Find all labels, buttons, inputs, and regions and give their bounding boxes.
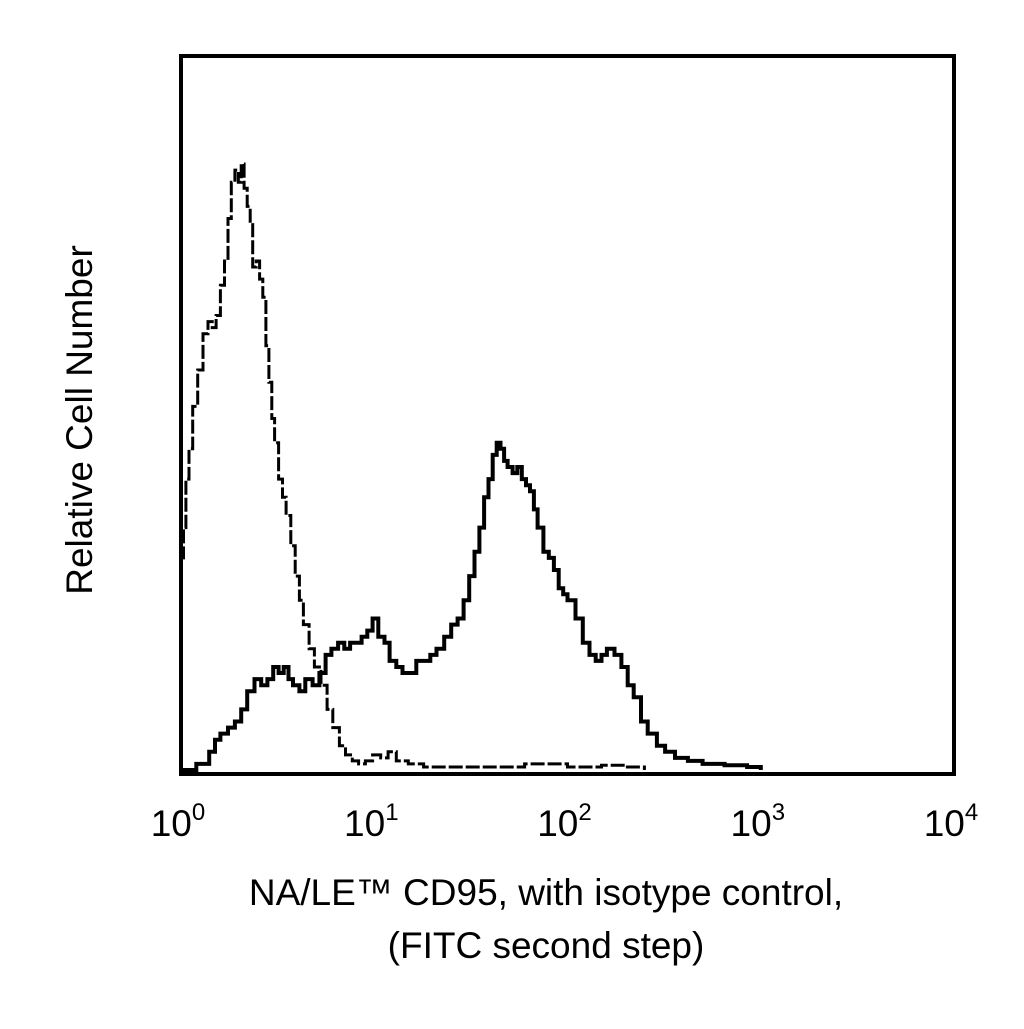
y-axis-label: Relative Cell Number <box>59 245 100 595</box>
cd95-histogram <box>181 440 763 772</box>
x-tick-label-3: 103 <box>731 799 786 844</box>
x-tick-exponent-2: 2 <box>578 799 591 826</box>
plot-frame <box>179 54 956 776</box>
x-tick-label-2: 102 <box>537 799 592 844</box>
x-tick-exponent-0: 0 <box>192 799 205 826</box>
x-tick-base-3: 10 <box>731 803 772 844</box>
x-axis-label-line-1: NA/LE™ CD95, with isotype control, <box>249 872 843 913</box>
isotype-control-histogram <box>181 162 646 770</box>
x-tick-base-4: 10 <box>924 803 965 844</box>
x-tick-base-2: 10 <box>537 803 578 844</box>
x-tick-base-0: 10 <box>151 803 192 844</box>
x-tick-label-1: 101 <box>344 799 399 844</box>
series-layer <box>181 162 763 772</box>
x-tick-label-4: 104 <box>924 799 979 844</box>
x-axis-label-line-2: (FITC second step) <box>388 925 705 966</box>
x-tick-exponent-1: 1 <box>385 799 398 826</box>
x-tick-label-0: 100 <box>151 799 206 844</box>
x-tick-exponent-4: 4 <box>965 799 978 826</box>
x-tick-labels: 100 101 102 103 104 <box>151 799 979 844</box>
x-tick-base-1: 10 <box>344 803 385 844</box>
x-tick-exponent-3: 3 <box>772 799 785 826</box>
